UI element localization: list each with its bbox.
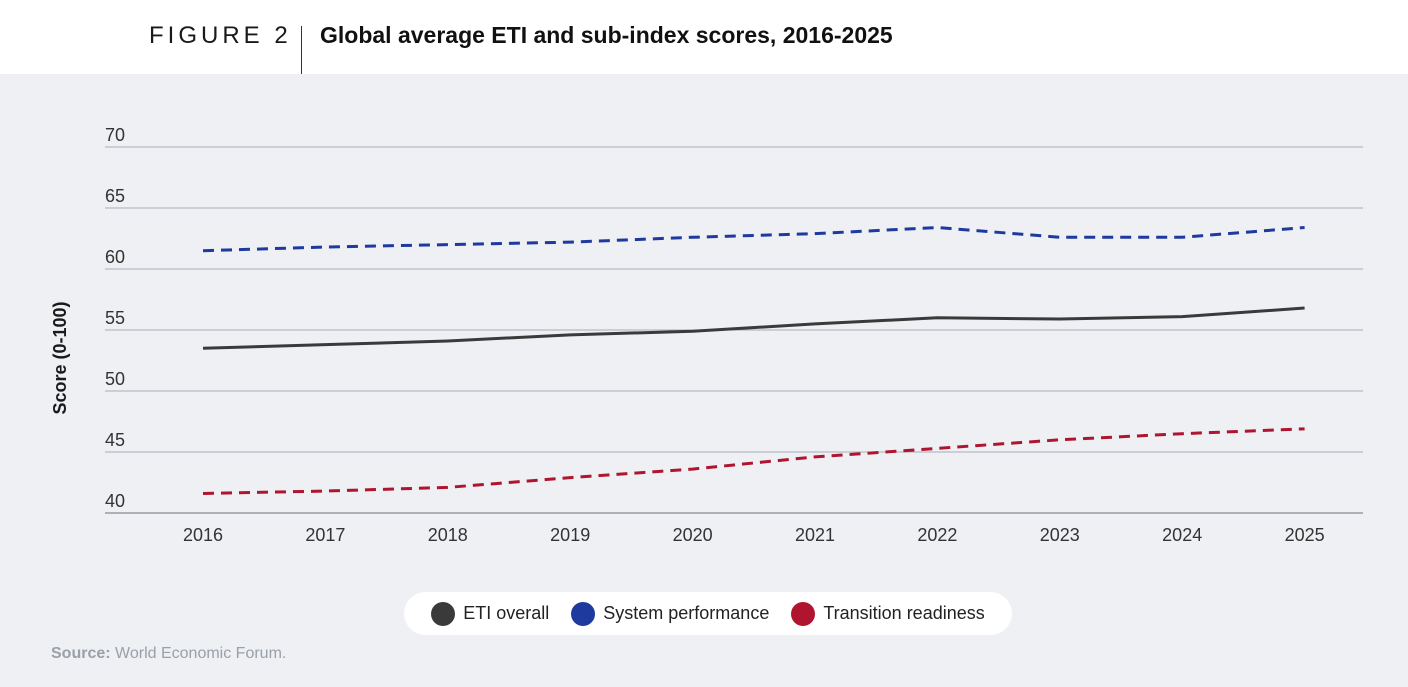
series-line-eti-overall xyxy=(202,306,1305,350)
legend-label-system-performance: System performance xyxy=(603,603,770,623)
x-tick-label: 2017 xyxy=(305,525,345,545)
source-label: Source: xyxy=(51,645,111,662)
chart-panel xyxy=(0,74,1408,687)
chart-legend: ETI overall System performance Transitio… xyxy=(404,592,1012,635)
legend-dot-eti-overall xyxy=(431,601,456,626)
y-tick-label: 70 xyxy=(105,125,125,145)
x-tick-label: 2020 xyxy=(673,525,713,545)
source-text: World Economic Forum. xyxy=(115,645,287,662)
legend-dot-transition-readiness xyxy=(791,601,816,626)
series-line-system-performance xyxy=(202,226,1305,253)
figure-label: FIGURE 2 xyxy=(149,22,292,49)
y-axis-label: Score (0-100) xyxy=(50,301,70,414)
y-tick-label: 50 xyxy=(105,369,125,389)
y-tick-label: 60 xyxy=(105,247,125,267)
series-line-transition-readiness xyxy=(202,427,1305,495)
y-tick-label: 55 xyxy=(105,308,125,328)
figure-header: FIGURE 2 Global average ETI and sub-inde… xyxy=(0,0,1408,74)
line-chart: 40 45 50 55 60 65 70 2016 2017 2018 2019 2020 2021 20… xyxy=(50,125,1363,545)
legend-item-system-performance: System performance xyxy=(571,601,770,626)
x-tick-label: 2016 xyxy=(183,525,223,545)
x-tick-label: 2019 xyxy=(550,525,590,545)
legend-label-transition-readiness: Transition readiness xyxy=(823,603,985,623)
header-divider xyxy=(301,26,302,74)
x-tick-label: 2022 xyxy=(917,525,957,545)
x-tick-label: 2021 xyxy=(795,525,835,545)
x-tick-label: 2024 xyxy=(1162,525,1202,545)
legend-item-transition-readiness: Transition readiness xyxy=(791,601,985,626)
y-tick-label: 45 xyxy=(105,430,125,450)
x-tick-label: 2018 xyxy=(428,525,468,545)
x-tick-label: 2023 xyxy=(1040,525,1080,545)
y-tick-label: 40 xyxy=(105,491,125,511)
source-note: Source: World Economic Forum. xyxy=(51,645,286,663)
legend-label-eti-overall: ETI overall xyxy=(463,603,550,623)
legend-item-eti-overall: ETI overall xyxy=(431,601,550,626)
y-tick-label: 65 xyxy=(105,186,125,206)
legend-dot-system-performance xyxy=(571,601,596,626)
x-tick-label: 2025 xyxy=(1285,525,1325,545)
chart-title: Global average ETI and sub-index scores,… xyxy=(320,22,893,48)
